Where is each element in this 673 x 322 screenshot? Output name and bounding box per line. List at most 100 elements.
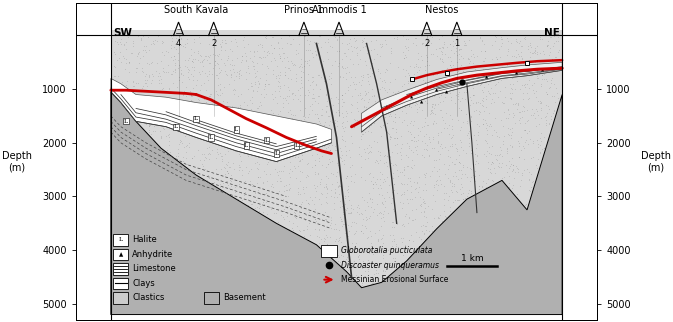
Point [187, 128, 198, 133]
Point [353, 285, 363, 290]
Point [295, 80, 306, 86]
Point [535, 247, 546, 252]
Point [163, 133, 174, 138]
Point [318, 307, 328, 312]
Point [215, 68, 226, 73]
Point [409, 279, 420, 285]
Point [498, 187, 509, 193]
Point [323, 144, 334, 149]
Point [221, 294, 232, 299]
Point [158, 291, 169, 297]
Point [520, 281, 531, 286]
Point [158, 302, 169, 308]
Point [182, 171, 192, 176]
Point [445, 305, 456, 310]
Point [434, 45, 445, 51]
Point [359, 207, 370, 212]
Point [365, 116, 376, 121]
Point [143, 307, 153, 312]
Point [294, 179, 305, 184]
Point [380, 37, 390, 42]
Point [438, 240, 449, 245]
Point [310, 136, 321, 141]
Point [487, 159, 497, 164]
Point [503, 234, 514, 239]
Point [370, 37, 381, 42]
Point [292, 251, 303, 256]
Point [516, 114, 527, 119]
Point [419, 80, 430, 85]
Point [446, 135, 456, 140]
Point [217, 295, 228, 300]
Point [421, 266, 431, 271]
Point [420, 228, 431, 233]
Point [460, 202, 470, 207]
Point [450, 92, 461, 98]
Point [400, 267, 411, 272]
Point [428, 122, 439, 127]
Point [402, 80, 413, 85]
Point [369, 73, 380, 79]
Point [334, 145, 345, 150]
Point [394, 294, 404, 299]
Point [155, 135, 166, 140]
Point [479, 228, 489, 233]
Point [145, 42, 156, 47]
Point [462, 132, 472, 137]
Point [522, 118, 532, 123]
Point [257, 148, 268, 153]
Point [221, 99, 232, 105]
Point [522, 81, 532, 87]
Point [380, 88, 390, 93]
Point [399, 303, 410, 308]
Point [497, 153, 507, 158]
Point [322, 299, 333, 304]
Point [429, 101, 440, 107]
Point [215, 69, 225, 74]
Point [178, 120, 189, 126]
Point [336, 159, 347, 164]
Point [187, 59, 198, 64]
Point [326, 272, 337, 277]
Point [383, 156, 394, 162]
Point [262, 161, 273, 166]
Point [376, 125, 387, 130]
Point [420, 285, 431, 290]
Point [452, 260, 463, 265]
Point [396, 206, 407, 211]
Point [549, 151, 560, 156]
Point [277, 51, 288, 56]
Point [543, 107, 554, 112]
Point [118, 279, 129, 285]
Point [539, 203, 550, 208]
Point [248, 209, 258, 214]
Point [521, 137, 532, 143]
Point [493, 161, 504, 166]
Point [345, 223, 356, 228]
Point [161, 70, 172, 75]
Point [357, 131, 367, 136]
Point [496, 234, 507, 240]
Point [304, 62, 314, 68]
Point [507, 185, 518, 190]
Point [120, 231, 131, 236]
Point [420, 182, 431, 187]
Point [192, 237, 203, 242]
Point [386, 109, 396, 114]
Point [547, 179, 558, 184]
Point [234, 151, 244, 156]
Point [208, 45, 219, 50]
Point [473, 172, 484, 177]
Point [246, 107, 257, 112]
Point [209, 109, 219, 114]
Point [496, 281, 507, 286]
Point [352, 298, 363, 303]
Point [136, 35, 147, 40]
Point [336, 63, 347, 69]
Point [541, 79, 552, 84]
Point [196, 274, 207, 279]
Point [185, 215, 196, 220]
Point [221, 298, 232, 303]
Point [290, 71, 301, 77]
Point [411, 230, 421, 235]
